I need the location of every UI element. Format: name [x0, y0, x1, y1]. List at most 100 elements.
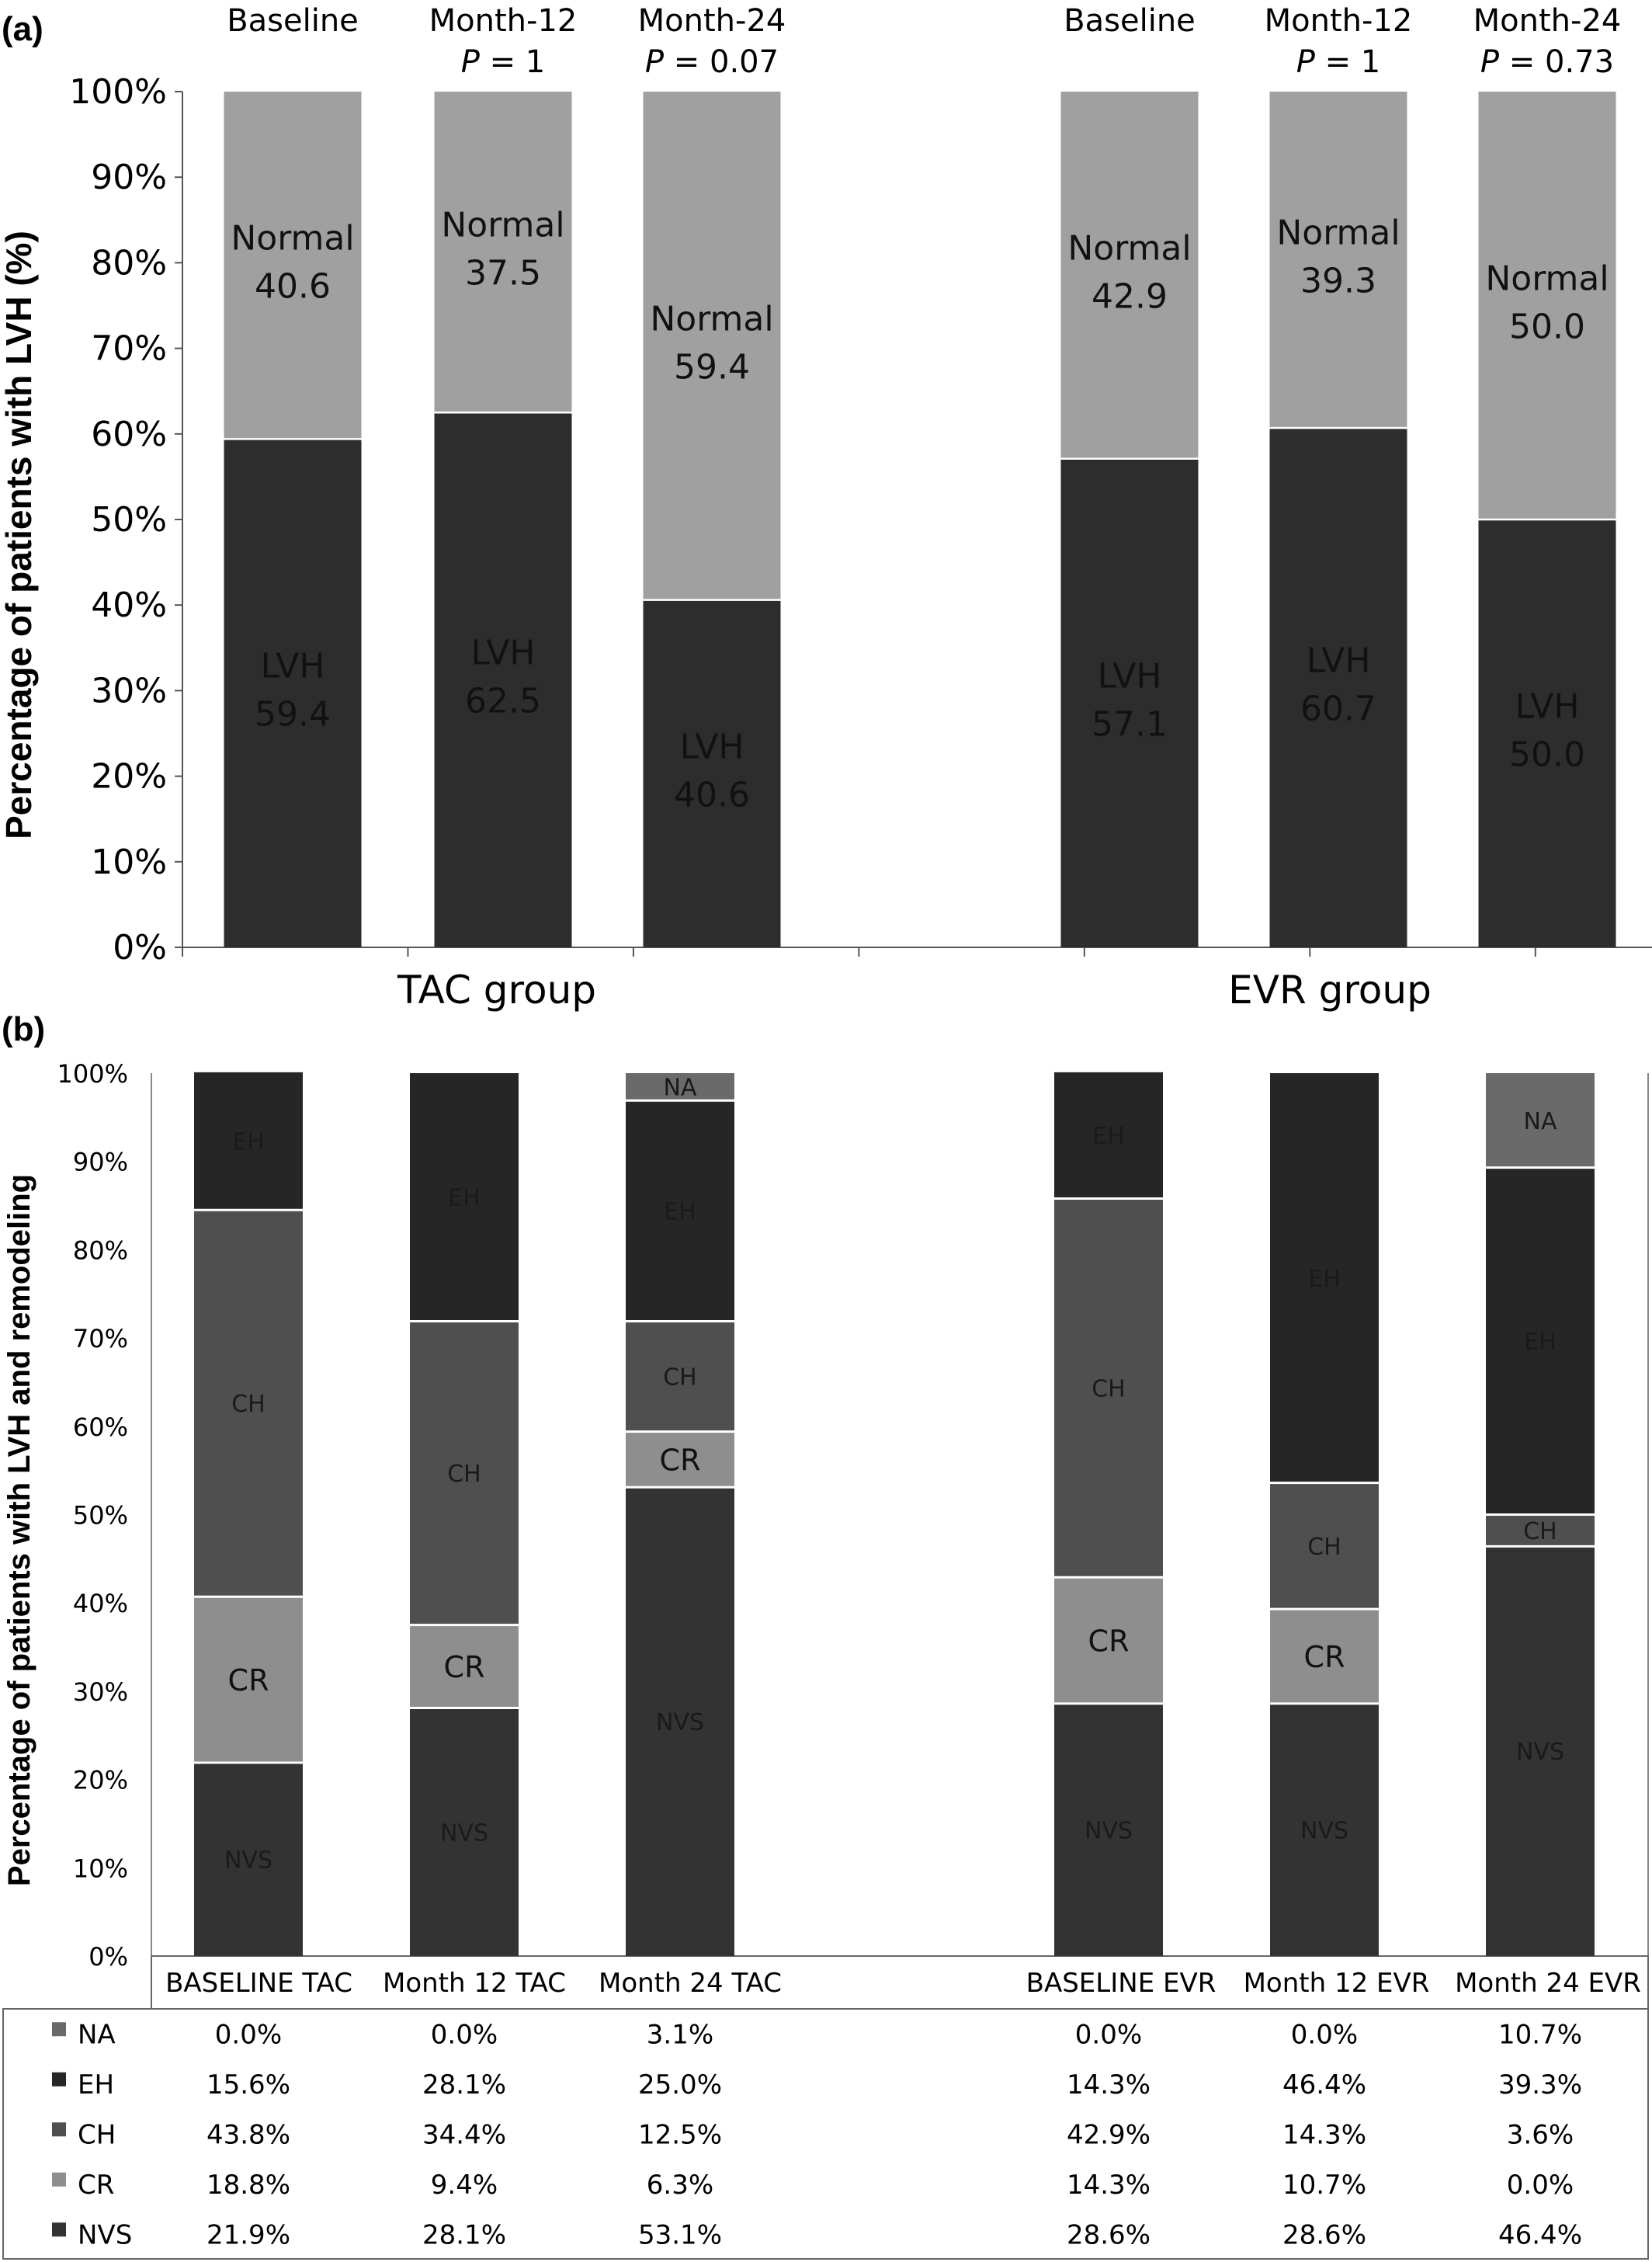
table-cell: 25.0%: [638, 2069, 722, 2100]
segment-label-nvs: NVS: [1516, 1739, 1564, 1766]
group-label: EVR group: [1228, 968, 1432, 1013]
p-value-label: P = 1: [1296, 44, 1381, 80]
lvh-series-label: LVH: [680, 727, 744, 766]
normal-series-label: Normal: [441, 206, 564, 245]
y-tick-label-b: 60%: [73, 1412, 128, 1442]
lvh-value-label: 59.4: [255, 695, 331, 735]
group-label: TAC group: [397, 968, 596, 1013]
table-cell: 53.1%: [638, 2219, 722, 2250]
segment-cr: [194, 1597, 303, 1763]
bar-lvh: [643, 599, 781, 947]
bar-top-label: Month-24: [1473, 3, 1622, 39]
category-label: Month 12 TAC: [383, 1968, 566, 1999]
p-value-label: P = 1: [461, 44, 546, 80]
lvh-value-label: 40.6: [674, 775, 750, 815]
segment-label-nvs: NVS: [224, 1847, 272, 1874]
y-tick-label-a: 30%: [91, 671, 167, 711]
stacked-bar: NVS CR CH EH: [194, 1072, 303, 1956]
legend-label: NVS: [78, 2219, 132, 2250]
segment-cr: [410, 1624, 519, 1708]
segment-nvs: [1486, 1546, 1595, 1956]
segment-label-cr: CR: [228, 1663, 269, 1697]
p-symbol: P: [645, 44, 665, 80]
table-cell: 18.8%: [206, 2170, 290, 2201]
panel-a: (a) 0% 10% 20% 30% 40% 50% 60% 70% 80% 90% 100% Perc…: [0, 3, 1652, 1013]
table-cell: 3.1%: [647, 2019, 713, 2050]
lvh-series-label: LVH: [1515, 687, 1580, 727]
segment-label-nvs: NVS: [1300, 1817, 1348, 1844]
segment-ch: [410, 1321, 519, 1625]
lvh-value-label: 57.1: [1092, 704, 1168, 744]
bar-normal: [1060, 92, 1199, 459]
bar-top-label: Month-12: [429, 3, 578, 39]
legend-swatch: [52, 2172, 66, 2187]
bar-lvh: [434, 412, 572, 947]
stacked-bar: NVS CR CH EH: [1054, 1072, 1163, 1956]
lvh-value-label: 50.0: [1509, 735, 1585, 775]
segment-nvs: [194, 1762, 303, 1956]
y-tick-label-b: 10%: [73, 1854, 128, 1883]
lvh-value-label: 60.7: [1300, 690, 1376, 729]
bar-normal: [224, 92, 362, 440]
segment-nvs: [1270, 1703, 1379, 1956]
normal-value-label: 37.5: [465, 254, 541, 294]
table-cell: 28.6%: [1067, 2219, 1150, 2250]
y-tick-label-b: 40%: [73, 1589, 128, 1618]
bar-top-label: Month-24: [638, 3, 786, 39]
segment-cr: [1270, 1609, 1379, 1704]
table-cell: 28.1%: [422, 2219, 506, 2250]
segment-na: [1486, 1073, 1595, 1168]
segment-label-eh: EH: [1092, 1123, 1125, 1150]
normal-value-label: 40.6: [255, 267, 331, 307]
segment-label-cr: CR: [1088, 1624, 1130, 1659]
stacked-bar: NVS CR CH EH NA: [626, 1073, 734, 1956]
legend-label: NA: [78, 2019, 116, 2050]
group-evr: LVH 57.1 Normal 42.9 Baseline LVH 60.7 Normal 39…: [1060, 3, 1622, 1013]
category-label: Month 24 TAC: [599, 1968, 782, 1999]
lvh-series-label: LVH: [261, 647, 325, 686]
p-value-label: P = 0.73: [1480, 44, 1614, 80]
stacked-bar: NVS CH EH NA: [1486, 1073, 1595, 1956]
legend-label: EH: [78, 2069, 114, 2100]
segment-nvs: [626, 1487, 734, 1956]
table-cell: 9.4%: [431, 2170, 498, 2201]
segment-label-ch: CH: [447, 1461, 481, 1488]
p-value: = 1: [480, 44, 545, 80]
segment-label-ch: CH: [663, 1364, 697, 1392]
p-symbol: P: [461, 44, 481, 80]
bar-top-label: Month-12: [1265, 3, 1413, 39]
y-tick-label-b: 30%: [73, 1677, 128, 1707]
segment-label-cr: CR: [660, 1443, 701, 1477]
legend-swatch: [52, 2222, 66, 2237]
y-tick-label-a: 20%: [91, 757, 167, 797]
table-cell: 21.9%: [206, 2219, 290, 2250]
lvh-series-label: LVH: [471, 634, 536, 673]
table-cell: 15.6%: [206, 2069, 290, 2100]
segment-label-eh: EH: [1308, 1266, 1341, 1293]
y-tick-label-a: 50%: [91, 500, 167, 540]
group-tac: LVH 59.4 Normal 40.6 Baseline LVH 62.5 Normal 37…: [224, 3, 786, 1013]
segment-ch: [1054, 1198, 1163, 1578]
y-tick-label-a: 100%: [69, 72, 167, 112]
y-tick-label-b: 90%: [73, 1148, 128, 1177]
table-cell: 14.3%: [1067, 2069, 1150, 2100]
segment-eh: [410, 1073, 519, 1322]
y-tick-label-b: 100%: [57, 1059, 128, 1089]
table-cell: 28.1%: [422, 2069, 506, 2100]
segment-label-cr: CR: [1304, 1640, 1345, 1674]
lvh-series-label: LVH: [1098, 656, 1162, 696]
segment-label-ch: CH: [1092, 1375, 1126, 1402]
normal-series-label: Normal: [1276, 214, 1400, 253]
category-label: Month 12 EVR: [1244, 1968, 1430, 1999]
legend-label: CH: [78, 2119, 116, 2150]
table-cell: 46.4%: [1498, 2219, 1582, 2250]
bar-normal: [1269, 92, 1407, 429]
table-cell: 3.6%: [1507, 2119, 1574, 2150]
p-value: = 1: [1315, 44, 1380, 80]
segment-ch: [1486, 1514, 1595, 1547]
table-cell: 6.3%: [647, 2170, 713, 2201]
bar-lvh: [1060, 458, 1199, 947]
segment-label-nvs: NVS: [440, 1819, 488, 1847]
table-row: EH 15.6% 28.1% 25.0% 14.3% 46.4% 39.3%: [52, 2069, 1582, 2100]
